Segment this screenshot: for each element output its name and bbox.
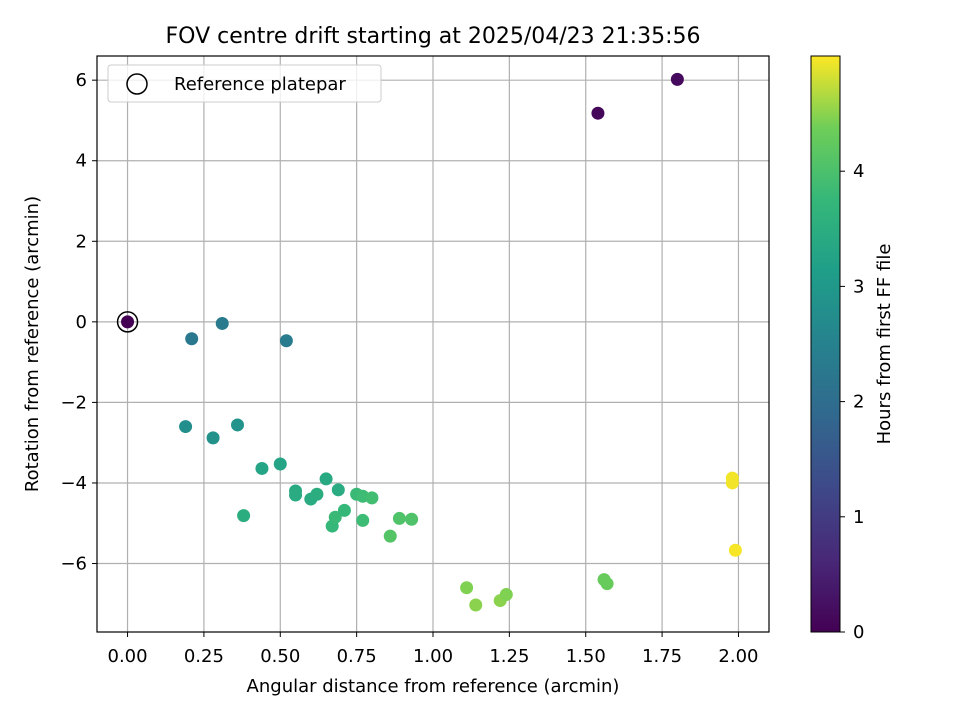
data-points: [121, 72, 742, 612]
legend: Reference platepar: [107, 64, 382, 103]
data-point: [499, 588, 513, 602]
x-tick-label: 0.75: [337, 646, 377, 667]
data-point: [331, 483, 345, 497]
y-axis-label: Rotation from reference (arcmin): [22, 196, 43, 492]
data-point: [725, 476, 739, 490]
y-tick-label: 0: [76, 312, 87, 333]
data-point: [273, 457, 287, 471]
data-point: [728, 543, 742, 557]
y-tick-label: 2: [76, 231, 87, 252]
reference-platepar-marker: [116, 311, 139, 333]
data-point: [179, 420, 193, 434]
data-point: [215, 316, 229, 330]
y-tick-label: −4: [60, 473, 87, 494]
y-axis-ticks: −6 −4 −2 0 2 4 6: [60, 70, 97, 575]
x-tick-label: 0.50: [260, 646, 300, 667]
data-point: [237, 509, 251, 523]
data-point: [185, 332, 199, 346]
data-point: [365, 491, 379, 505]
colorbar-tick-label: 3: [853, 276, 864, 297]
chart-title: FOV centre drift starting at 2025/04/23 …: [166, 24, 701, 49]
data-point: [289, 488, 303, 502]
legend-box: [107, 64, 382, 103]
x-tick-label: 1.75: [642, 646, 682, 667]
colorbar-ticks: 0 1 2 3 4: [840, 161, 864, 643]
data-point: [405, 512, 419, 526]
data-point: [279, 334, 293, 348]
x-axis-label: Angular distance from reference (arcmin): [247, 676, 620, 697]
data-point: [383, 529, 397, 543]
data-point: [337, 503, 351, 517]
data-point: [356, 513, 370, 527]
y-tick-label: 4: [76, 151, 87, 172]
grid-layer: [97, 56, 769, 632]
data-point: [319, 472, 333, 486]
x-tick-label: 1.00: [413, 646, 453, 667]
data-point: [206, 431, 220, 445]
data-point: [670, 72, 684, 86]
data-point: [469, 598, 483, 612]
colorbar: [810, 55, 841, 633]
data-point: [310, 487, 324, 501]
colorbar-label: Hours from first FF file: [874, 244, 895, 445]
data-point: [328, 510, 342, 524]
data-point: [121, 315, 135, 329]
data-point: [255, 461, 269, 475]
colorbar-tick-label: 0: [853, 622, 864, 643]
x-tick-label: 1.50: [566, 646, 606, 667]
x-tick-label: 0.25: [184, 646, 224, 667]
y-tick-label: −6: [60, 554, 87, 575]
data-point: [392, 511, 406, 525]
data-point: [591, 106, 605, 120]
y-tick-label: 6: [76, 70, 87, 91]
data-point: [231, 418, 245, 432]
reference-marker-layer: [116, 311, 139, 333]
y-tick-label: −2: [60, 392, 87, 413]
x-axis-ticks: 0.00 0.25 0.50 0.75 1.00 1.25 1.50 1.75 2.00: [108, 632, 758, 667]
x-tick-label: 2.00: [718, 646, 758, 667]
data-point: [460, 581, 474, 595]
data-point: [600, 577, 614, 591]
legend-label-reference: Reference platepar: [174, 74, 346, 95]
colorbar-tick-label: 1: [853, 507, 864, 528]
x-tick-label: 0.00: [108, 646, 148, 667]
colorbar-tick-label: 2: [853, 392, 864, 413]
plot-frame: [96, 55, 770, 633]
legend-marker-reference: [126, 73, 148, 95]
colorbar-tick-label: 4: [853, 161, 864, 182]
x-tick-label: 1.25: [489, 646, 529, 667]
